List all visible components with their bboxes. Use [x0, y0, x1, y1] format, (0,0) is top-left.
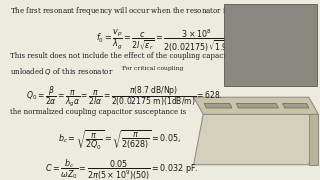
Polygon shape — [204, 103, 232, 108]
Polygon shape — [194, 97, 318, 114]
Polygon shape — [283, 103, 309, 108]
Text: unloaded $Q$ of this resonator: unloaded $Q$ of this resonator — [10, 66, 113, 77]
Text: For critical coupling: For critical coupling — [122, 66, 183, 71]
Polygon shape — [309, 114, 318, 165]
Polygon shape — [236, 103, 278, 108]
Text: This result does not include the effect of the coupling capacitor.: This result does not include the effect … — [10, 52, 237, 60]
Bar — [224, 4, 317, 86]
Polygon shape — [194, 114, 318, 165]
Text: $b_c = \sqrt{\dfrac{\pi}{2Q_0}} = \sqrt{\dfrac{\pi}{2(628)}} = 0.05,$: $b_c = \sqrt{\dfrac{\pi}{2Q_0}} = \sqrt{… — [58, 129, 180, 152]
Text: The first resonant frequency will occur when the resonator is about $l = \lambda: The first resonant frequency will occur … — [10, 5, 268, 17]
Text: the normalized coupling capacitor susceptance is: the normalized coupling capacitor suscep… — [10, 108, 186, 116]
Text: $f_0 = \dfrac{v_p}{\lambda_g} = \dfrac{c}{2l\sqrt{\varepsilon_r}} = \dfrac{3 \ti: $f_0 = \dfrac{v_p}{\lambda_g} = \dfrac{c… — [96, 28, 279, 54]
Text: $C = \dfrac{b_c}{\omega Z_0} = \dfrac{0.05}{2\pi(5 \times 10^9)(50)} = 0.032 \te: $C = \dfrac{b_c}{\omega Z_0} = \dfrac{0.… — [45, 158, 198, 180]
Text: $Q_0 = \dfrac{\beta}{2\alpha} = \dfrac{\pi}{\lambda_g \alpha} = \dfrac{\pi}{2l\a: $Q_0 = \dfrac{\beta}{2\alpha} = \dfrac{\… — [26, 85, 222, 109]
